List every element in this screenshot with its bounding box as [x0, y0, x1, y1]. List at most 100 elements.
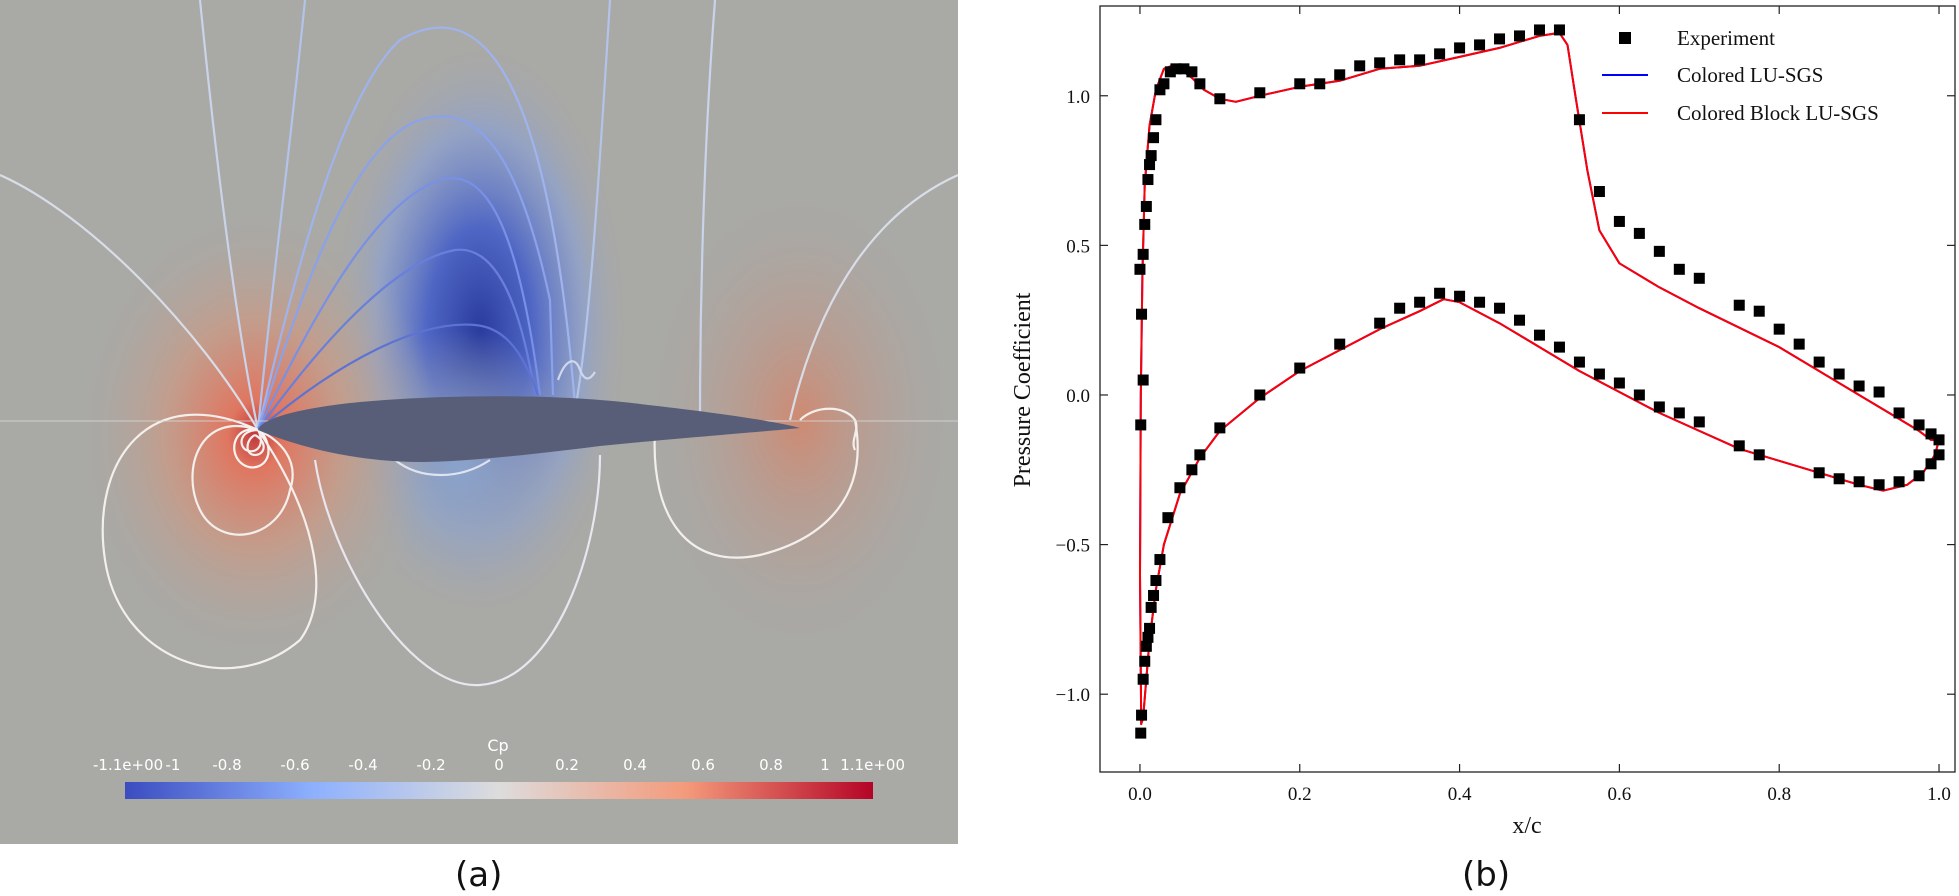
- experiment-point: [1414, 296, 1426, 308]
- experiment-point: [1474, 39, 1486, 51]
- colorbar-tick-label: 0.8: [759, 756, 783, 774]
- experiment-point: [1933, 434, 1945, 446]
- y-tick-label: 0.0: [1066, 386, 1090, 407]
- cp-chart: 0.0 0.2 0.4 0.6 0.8 1.0 −1.0 −0.5 0.0 0.5 1.0 x/c…: [1010, 5, 1956, 839]
- y-tick-label: −1.0: [1056, 685, 1090, 706]
- experiment-point: [1194, 78, 1206, 90]
- colorbar-tick-label: 1.1e+00: [840, 756, 905, 774]
- experiment-point: [1653, 401, 1665, 413]
- experiment-point: [1434, 287, 1446, 299]
- experiment-point: [1139, 655, 1151, 667]
- experiment-point: [1194, 449, 1206, 461]
- colorbar-tick-label: 0.4: [623, 756, 647, 774]
- experiment-point: [1833, 368, 1845, 380]
- colorbar-tick-labels: -1.1e+00 -1 -0.8 -0.6 -0.4 -0.2 0 0.2 0.4 0.6 0.8 1…: [93, 756, 905, 774]
- experiment-point: [1150, 114, 1162, 126]
- experiment-point: [1214, 93, 1226, 105]
- experiment-point: [1137, 374, 1149, 386]
- colorbar-tick-label: 0: [494, 756, 504, 774]
- experiment-point: [1613, 377, 1625, 389]
- experiment-point: [1354, 60, 1366, 72]
- series-line-2: [1139, 31, 1940, 726]
- chart-legend: Experiment Colored LU-SGS Colored Block …: [1602, 26, 1879, 125]
- experiment-point: [1145, 150, 1157, 162]
- colorbar-tick-label: -1: [166, 756, 181, 774]
- airfoil-shape: [258, 396, 800, 462]
- experiment-point: [1142, 631, 1154, 643]
- contour-panel: Cp -1.1e+00 -1 -0.8 -0.6 -0.4 -0.2 0 0.2 0.4 0.6 0…: [0, 0, 959, 844]
- colorbar-tick-label: 0.6: [691, 756, 715, 774]
- legend-label-experiment: Experiment: [1677, 26, 1775, 50]
- experiment-point: [1893, 476, 1905, 488]
- experiment-point: [1573, 114, 1585, 126]
- legend-label-colored-block-lu-sgs: Colored Block LU-SGS: [1677, 101, 1879, 125]
- colorbar: [125, 782, 873, 799]
- experiment-point: [1174, 482, 1186, 494]
- experiment-point: [1693, 272, 1705, 284]
- experiment-point: [1553, 24, 1565, 36]
- experiment-point: [1178, 63, 1190, 75]
- experiment-point: [1833, 473, 1845, 485]
- experiment-point: [1733, 440, 1745, 452]
- experiment-point: [1454, 290, 1466, 302]
- experiment-point: [1813, 356, 1825, 368]
- experiment-point: [1925, 458, 1937, 470]
- experiment-point: [1573, 356, 1585, 368]
- experiment-point: [1374, 317, 1386, 329]
- colorbar-tick-label: -0.8: [212, 756, 241, 774]
- experiment-point: [1314, 78, 1326, 90]
- colorbar-tick-label: -0.2: [416, 756, 445, 774]
- experiment-point: [1142, 174, 1154, 186]
- experiment-point: [1214, 422, 1226, 434]
- experiment-point: [1753, 449, 1765, 461]
- contour-lines: [0, 0, 959, 687]
- experiment-point: [1162, 512, 1174, 524]
- experiment-point: [1753, 305, 1765, 317]
- colorbar-tick-label: -0.6: [280, 756, 309, 774]
- experiment-point: [1254, 87, 1266, 99]
- experiment-point: [1454, 42, 1466, 54]
- experiment-point: [1139, 218, 1151, 230]
- experiment-point: [1593, 186, 1605, 198]
- experiment-point: [1136, 308, 1148, 320]
- x-tick-label: 1.0: [1927, 784, 1951, 805]
- experiment-point: [1673, 263, 1685, 275]
- legend-label-colored-lu-sgs: Colored LU-SGS: [1677, 63, 1823, 87]
- experiment-point: [1154, 84, 1166, 96]
- experiment-point: [1693, 416, 1705, 428]
- experiment-point: [1394, 54, 1406, 66]
- experiment-point: [1137, 248, 1149, 260]
- colorbar-title: Cp: [487, 736, 508, 755]
- colorbar-tick-label: -0.4: [348, 756, 377, 774]
- experiment-point: [1254, 389, 1266, 401]
- y-tick-label: 0.5: [1066, 236, 1090, 257]
- caption-a: (a): [455, 855, 503, 895]
- experiment-point: [1186, 464, 1198, 476]
- legend-marker-experiment: [1619, 32, 1631, 44]
- cp-chart-panel: 0.0 0.2 0.4 0.6 0.8 1.0 −1.0 −0.5 0.0 0.5 1.0 x/c…: [1000, 0, 1959, 844]
- experiment-point: [1514, 30, 1526, 42]
- experiment-point: [1933, 449, 1945, 461]
- experiment-point: [1144, 159, 1156, 171]
- colorbar-tick-label: 1: [820, 756, 830, 774]
- x-tick-label: 0.2: [1288, 784, 1312, 805]
- experiment-point: [1553, 341, 1565, 353]
- experiment-point: [1773, 323, 1785, 335]
- experiment-point: [1853, 380, 1865, 392]
- experiment-point: [1136, 709, 1148, 721]
- experiment-point: [1733, 299, 1745, 311]
- experiment-point: [1925, 428, 1937, 440]
- experiment-point: [1294, 78, 1306, 90]
- x-axis-label: x/c: [1512, 813, 1541, 839]
- experiment-point: [1533, 24, 1545, 36]
- experiment-point: [1873, 479, 1885, 491]
- experiment-points: [1134, 24, 1945, 739]
- experiment-point: [1144, 622, 1156, 634]
- experiment-point: [1494, 302, 1506, 314]
- experiment-point: [1434, 48, 1446, 60]
- experiment-point: [1148, 132, 1160, 144]
- caption-b: (b): [1462, 855, 1511, 895]
- colorbar-tick-label: 0.2: [555, 756, 579, 774]
- experiment-point: [1140, 640, 1152, 652]
- experiment-point: [1633, 227, 1645, 239]
